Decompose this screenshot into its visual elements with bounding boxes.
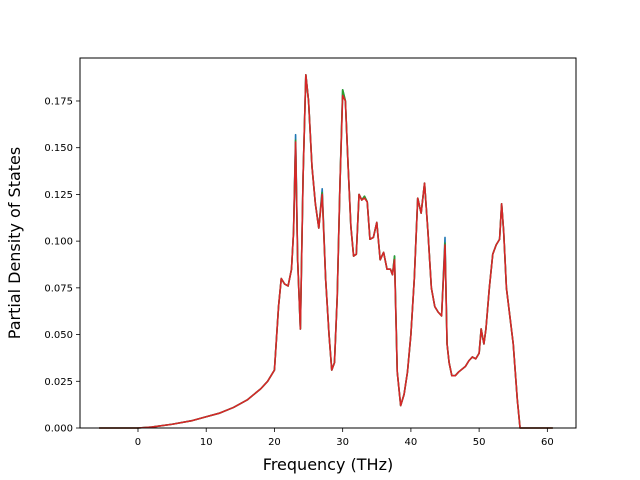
y-axis-label: Partial Density of States [5,147,24,339]
y-tick-label: 0.075 [44,283,73,294]
y-tick-label: 0.025 [44,377,73,388]
plot-area [80,58,576,428]
y-axis: 0.000 0.025 0.050 0.075 0.100 0.125 0.150 0.175 [44,96,80,435]
series-layer [99,74,553,429]
x-tick-label: 20 [268,437,281,448]
x-tick-label: 30 [336,437,349,448]
plot-frame [79,57,577,429]
x-tick-label: 60 [541,437,554,448]
x-tick-label: 50 [473,437,486,448]
y-tick-label: 0.050 [44,330,73,341]
series-line-3 [99,74,553,429]
x-axis-label: Frequency (THz) [263,455,393,474]
x-tick-label: 10 [200,437,213,448]
x-tick-label: 40 [405,437,418,448]
y-tick-label: 0.150 [44,143,73,154]
x-tick-label: 0 [135,437,141,448]
x-axis: 0 10 20 30 40 50 60 [135,428,554,448]
y-tick-label: 0.000 [44,424,73,435]
y-tick-label: 0.175 [44,96,73,107]
y-tick-label: 0.125 [44,190,73,201]
y-tick-label: 0.100 [44,237,73,248]
